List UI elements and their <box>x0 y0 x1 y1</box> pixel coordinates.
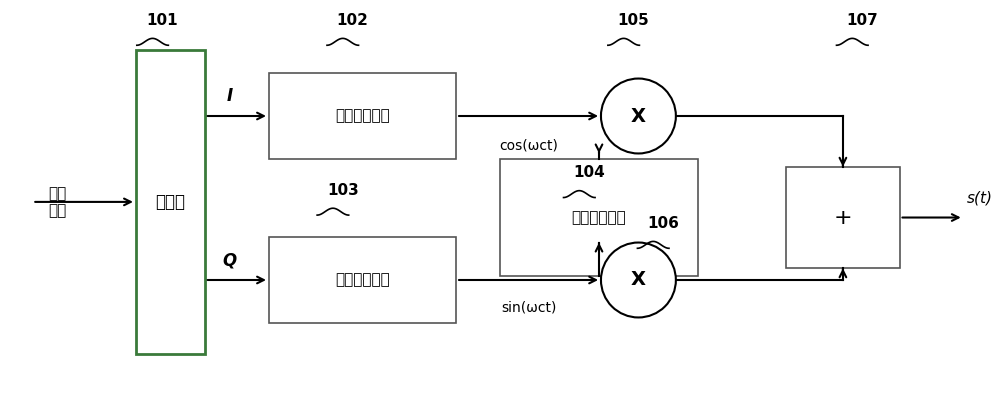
Bar <box>136 50 205 354</box>
Text: X: X <box>631 270 646 289</box>
Text: 103: 103 <box>327 183 359 198</box>
Text: 输入
位流: 输入 位流 <box>48 186 66 218</box>
Text: 编码器: 编码器 <box>155 193 185 211</box>
Text: sin(ωct): sin(ωct) <box>501 300 556 314</box>
Text: 102: 102 <box>337 13 369 28</box>
Ellipse shape <box>601 78 676 154</box>
Text: I: I <box>226 88 233 105</box>
Text: 脉冲整形滤波: 脉冲整形滤波 <box>335 109 390 124</box>
Text: 105: 105 <box>618 13 649 28</box>
Text: 104: 104 <box>573 165 605 180</box>
Ellipse shape <box>601 242 676 318</box>
Bar <box>269 73 456 159</box>
Text: 107: 107 <box>846 13 878 28</box>
Text: 脉冲整形滤波: 脉冲整形滤波 <box>335 272 390 287</box>
Bar <box>269 237 456 323</box>
Text: cos(ωct): cos(ωct) <box>499 138 558 152</box>
Text: 载波产生模块: 载波产生模块 <box>572 210 626 225</box>
Text: 101: 101 <box>147 13 178 28</box>
Text: 106: 106 <box>647 216 679 231</box>
Text: +: + <box>834 208 852 228</box>
Text: X: X <box>631 107 646 126</box>
Text: s(t): s(t) <box>967 190 993 206</box>
Bar <box>786 167 900 268</box>
Bar <box>500 159 698 276</box>
Text: Q: Q <box>222 251 237 269</box>
